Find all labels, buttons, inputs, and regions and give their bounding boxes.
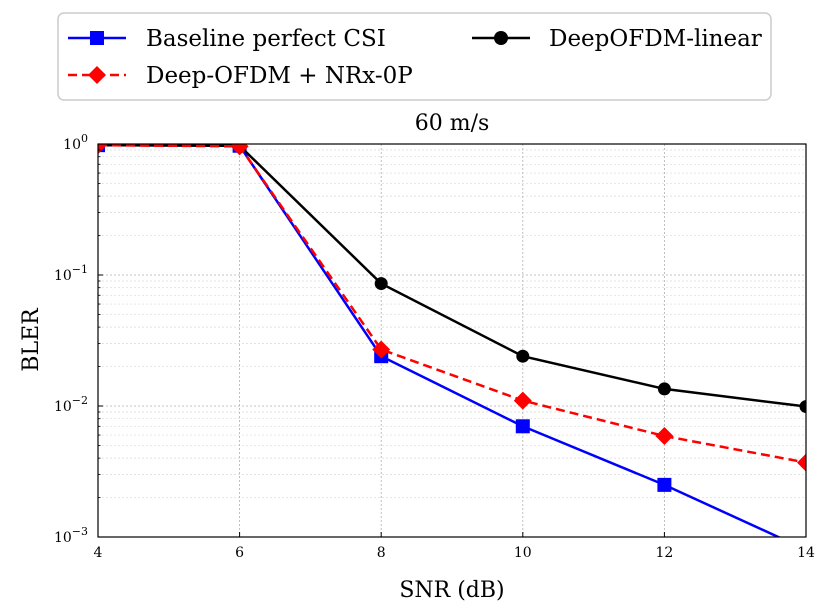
x-tick-label: 4 [94, 545, 103, 561]
legend-label-deep-ofdm-nrx: Deep-OFDM + NRx-0P [146, 63, 413, 89]
legend-entry-baseline: Baseline perfect CSI [68, 26, 386, 52]
data-point-deepofdm-linear [516, 349, 530, 363]
data-point-deep-ofdm-nrx-0p [797, 453, 806, 472]
y-tick-label: 10−3 [54, 525, 88, 546]
legend-frame [57, 12, 772, 101]
legend-marker-deep-ofdm-nrx [88, 66, 106, 84]
data-point-deep-ofdm-nrx-0p [98, 144, 107, 155]
x-axis-label: SNR (dB) [399, 578, 504, 603]
legend-entry-deep-ofdm-nrx: Deep-OFDM + NRx-0P [68, 63, 413, 89]
data-point-deepofdm-linear [657, 382, 671, 396]
plot-series [98, 144, 806, 537]
axis-ticks: 100 10−1 10−2 10−3 4 6 8 10 12 14 [54, 132, 815, 561]
y-tick-label: 100 [63, 132, 88, 153]
legend-label-baseline: Baseline perfect CSI [146, 26, 386, 52]
legend-marker-baseline [90, 31, 104, 45]
series-line-deepofdm-linear [98, 144, 806, 408]
y-axis-label: BLER [19, 307, 44, 372]
y-tick-label: 10−2 [54, 394, 88, 415]
data-point-deep-ofdm-nrx-0p [513, 391, 532, 410]
grid-minor [98, 149, 806, 498]
data-point-deep-ofdm-nrx-0p [372, 340, 391, 359]
series-line-deep-ofdm-nrx-0p [98, 144, 806, 464]
x-tick-label: 10 [514, 545, 532, 561]
grid-major [97, 143, 807, 538]
data-point-deepofdm-linear [374, 277, 388, 291]
x-tick-label: 8 [377, 545, 386, 561]
data-point-deep-ofdm-nrx-0p [655, 427, 674, 446]
data-point-deepofdm-linear [799, 400, 806, 414]
legend-marker-deepofdm-linear [494, 31, 508, 45]
data-point-baseline-perfect-csi [657, 477, 672, 492]
legend-entry-deepofdm-linear: DeepOFDM-linear [472, 26, 762, 52]
data-point-baseline-perfect-csi [515, 419, 530, 434]
chart-title: 60 m/s [415, 111, 490, 136]
y-tick-label: 10−1 [54, 263, 88, 284]
legend: Baseline perfect CSI DeepOFDM-linear Dee… [57, 12, 772, 101]
x-tick-label: 12 [655, 545, 673, 561]
series-clip-group [98, 144, 806, 537]
series-line-baseline-perfect-csi [98, 144, 782, 537]
x-tick-label: 6 [235, 545, 244, 561]
x-tick-label: 14 [797, 545, 815, 561]
legend-label-deepofdm-linear: DeepOFDM-linear [549, 26, 762, 52]
plot-area [97, 143, 807, 538]
data-point-deep-ofdm-nrx-0p [230, 144, 249, 156]
